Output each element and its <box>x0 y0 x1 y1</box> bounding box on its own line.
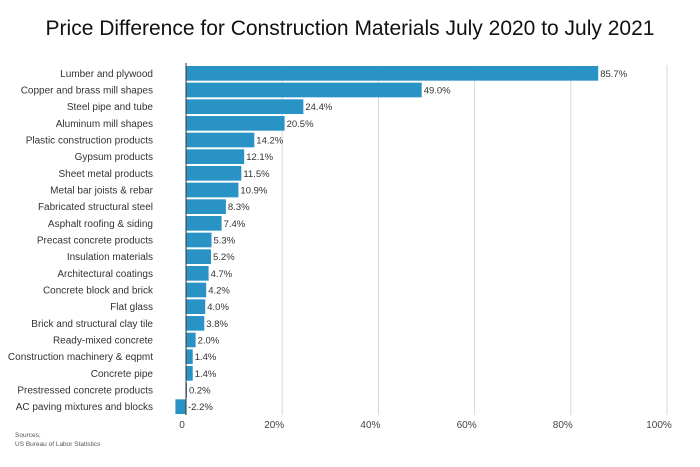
category-label: Prestressed concrete products <box>17 386 153 397</box>
x-tick-label: 20% <box>264 420 284 431</box>
x-tick-label: 100% <box>646 420 672 431</box>
bar <box>186 266 209 281</box>
bar <box>186 82 422 98</box>
category-label: Precast concrete products <box>37 236 153 247</box>
value-label: 20.5% <box>287 119 314 130</box>
category-label: Architectural coatings <box>57 269 153 280</box>
bar <box>186 216 222 231</box>
bar <box>186 116 285 131</box>
value-label: 85.7% <box>600 69 627 80</box>
bar <box>186 66 599 81</box>
bar <box>186 199 226 214</box>
value-label: 7.4% <box>224 219 246 230</box>
value-label: 2.0% <box>198 336 220 347</box>
bar <box>186 349 193 364</box>
value-label: 4.7% <box>211 269 233 280</box>
category-label: Construction machinery & eqpmt <box>8 352 153 363</box>
source-text: US Bureau of Labor Statistics <box>15 441 101 448</box>
value-label: 49.0% <box>424 86 451 97</box>
value-label: 4.2% <box>208 286 230 297</box>
category-label: Lumber and plywood <box>60 69 153 80</box>
value-label: 4.0% <box>207 302 229 313</box>
bar <box>186 182 239 198</box>
category-label: AC paving mixtures and blocks <box>16 402 153 413</box>
category-label: Copper and brass mill shapes <box>21 86 153 97</box>
chart-title: Price Difference for Construction Materi… <box>45 17 655 40</box>
x-tick-label: 80% <box>553 420 573 431</box>
value-label: 12.1% <box>246 152 273 163</box>
value-label: 11.5% <box>243 169 270 180</box>
bar <box>186 299 206 314</box>
x-tick-label: 60% <box>457 420 477 431</box>
bar <box>186 149 245 164</box>
category-label: Concrete block and brick <box>43 286 154 297</box>
category-label: Concrete pipe <box>91 369 154 380</box>
category-label: Sheet metal products <box>59 169 154 180</box>
source-note: Sources: US Bureau of Labor Statistics <box>15 431 100 449</box>
bar <box>186 232 212 248</box>
category-label: Asphalt roofing & siding <box>48 219 153 230</box>
category-label: Ready-mixed concrete <box>53 336 153 347</box>
x-tick-label: 0 <box>179 420 185 431</box>
category-label: Metal bar joists & rebar <box>50 186 153 197</box>
category-label: Aluminum mill shapes <box>56 119 153 130</box>
value-label: 24.4% <box>305 102 332 113</box>
bar <box>186 132 255 148</box>
value-label: 1.4% <box>195 352 217 363</box>
bar <box>186 166 242 181</box>
bar <box>186 366 193 381</box>
value-label: 14.2% <box>256 136 283 147</box>
bar <box>186 99 304 114</box>
bar <box>175 399 186 414</box>
bar <box>186 282 207 298</box>
x-tick-label: 40% <box>360 420 380 431</box>
category-label: Insulation materials <box>67 252 153 263</box>
value-label: 5.3% <box>213 236 235 247</box>
category-label: Brick and structural clay tile <box>31 319 153 330</box>
category-label: Flat glass <box>110 302 153 313</box>
category-label: Fabricated structural steel <box>38 202 153 213</box>
category-label: Steel pipe and tube <box>67 102 154 113</box>
value-label: 3.8% <box>206 319 228 330</box>
value-label: 0.2% <box>189 386 211 397</box>
value-label: 1.4% <box>195 369 217 380</box>
value-label: -2.2% <box>188 402 213 413</box>
value-label: 5.2% <box>213 252 235 263</box>
category-label: Gypsum products <box>75 152 153 163</box>
value-label: 10.9% <box>240 186 267 197</box>
bar <box>186 249 212 264</box>
bar <box>186 316 205 331</box>
value-label: 8.3% <box>228 202 250 213</box>
bar <box>186 332 196 348</box>
category-label: Plastic construction products <box>26 136 153 147</box>
source-heading: Sources: <box>15 432 41 439</box>
